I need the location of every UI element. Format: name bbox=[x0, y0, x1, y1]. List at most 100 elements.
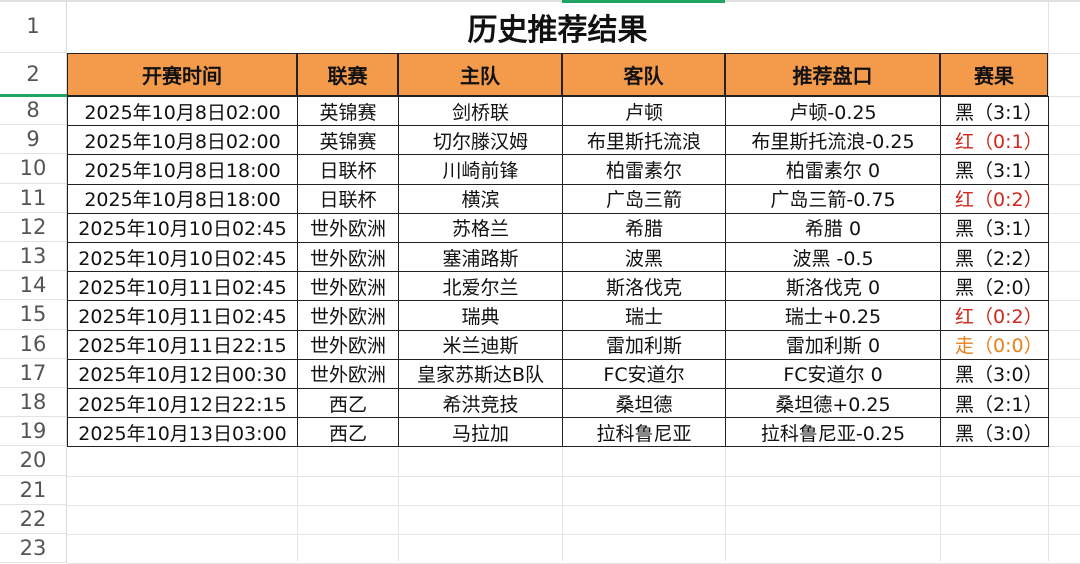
table-cell[interactable]: 黑（3:0） bbox=[940, 417, 1049, 448]
table-cell[interactable]: 桑坦德+0.25 bbox=[725, 388, 941, 419]
table-cell[interactable]: 世外欧洲 bbox=[297, 242, 399, 273]
row-header[interactable]: 13 bbox=[0, 242, 67, 272]
table-cell[interactable]: 北爱尔兰 bbox=[398, 271, 563, 302]
table-cell[interactable]: 塞浦路斯 bbox=[398, 242, 563, 273]
table-cell[interactable]: 西乙 bbox=[297, 417, 399, 448]
table-cell[interactable]: 希腊 0 bbox=[725, 212, 941, 243]
table-cell[interactable]: 黑（3:1） bbox=[940, 212, 1049, 243]
table-cell[interactable]: 斯洛伐克 bbox=[562, 271, 726, 302]
row-header[interactable]: 2 bbox=[0, 53, 67, 96]
table-cell[interactable]: 马拉加 bbox=[398, 417, 563, 448]
table-cell[interactable]: 2025年10月11日02:45 bbox=[67, 300, 298, 331]
row-header[interactable]: 19 bbox=[0, 417, 67, 447]
column-header-0[interactable]: 开赛时间 bbox=[67, 53, 297, 96]
table-cell[interactable]: 黑（2:1） bbox=[940, 388, 1049, 419]
table-cell[interactable]: 广岛三箭-0.75 bbox=[725, 183, 941, 214]
column-header-3[interactable]: 客队 bbox=[562, 53, 725, 96]
table-cell[interactable]: 瑞士+0.25 bbox=[725, 300, 941, 331]
table-cell[interactable]: 2025年10月10日02:45 bbox=[67, 242, 298, 273]
row-header[interactable]: 10 bbox=[0, 154, 67, 184]
row-header[interactable]: 22 bbox=[0, 504, 67, 534]
sheet-title: 历史推荐结果 bbox=[67, 0, 1048, 53]
table-cell[interactable]: 柏雷素尔 bbox=[562, 154, 726, 185]
row-header[interactable]: 20 bbox=[0, 446, 67, 476]
table-cell[interactable]: 英锦赛 bbox=[297, 125, 399, 156]
row-header[interactable]: 21 bbox=[0, 475, 67, 505]
table-cell[interactable]: 2025年10月8日18:00 bbox=[67, 154, 298, 185]
row-header[interactable]: 23 bbox=[0, 534, 67, 564]
row-header[interactable]: 14 bbox=[0, 271, 67, 301]
table-cell[interactable]: 皇家苏斯达B队 bbox=[398, 358, 563, 389]
table-cell[interactable]: 英锦赛 bbox=[297, 96, 399, 127]
table-cell[interactable]: 黑（3:1） bbox=[940, 96, 1049, 127]
row-header[interactable]: 17 bbox=[0, 358, 67, 388]
table-cell[interactable]: 黑（2:0） bbox=[940, 271, 1049, 302]
table-cell[interactable]: 红（0:2） bbox=[940, 183, 1049, 214]
table-cell[interactable]: 柏雷素尔 0 bbox=[725, 154, 941, 185]
column-header-4[interactable]: 推荐盘口 bbox=[725, 53, 940, 96]
table-cell[interactable]: 世外欧洲 bbox=[297, 271, 399, 302]
table-cell[interactable]: 黑（3:1） bbox=[940, 154, 1049, 185]
table-cell[interactable]: 世外欧洲 bbox=[297, 300, 399, 331]
table-cell[interactable]: 2025年10月11日22:15 bbox=[67, 329, 298, 360]
row-header[interactable]: 8 bbox=[0, 96, 67, 126]
column-header-1[interactable]: 联赛 bbox=[297, 53, 398, 96]
table-cell[interactable]: 世外欧洲 bbox=[297, 329, 399, 360]
table-cell[interactable]: 2025年10月10日02:45 bbox=[67, 212, 298, 243]
row-header[interactable]: 18 bbox=[0, 388, 67, 418]
column-header-2[interactable]: 主队 bbox=[398, 53, 562, 96]
row-header[interactable]: 11 bbox=[0, 183, 67, 213]
row-header[interactable]: 9 bbox=[0, 125, 67, 155]
table-cell[interactable]: 布里斯托流浪-0.25 bbox=[725, 125, 941, 156]
table-cell[interactable]: 2025年10月8日02:00 bbox=[67, 96, 298, 127]
table-cell[interactable]: 广岛三箭 bbox=[562, 183, 726, 214]
table-cell[interactable]: 苏格兰 bbox=[398, 212, 563, 243]
table-cell[interactable]: 红（0:1） bbox=[940, 125, 1049, 156]
row-header[interactable]: 15 bbox=[0, 300, 67, 330]
table-cell[interactable]: 2025年10月11日02:45 bbox=[67, 271, 298, 302]
table-cell[interactable]: 黑（2:2） bbox=[940, 242, 1049, 273]
table-cell[interactable]: 日联杯 bbox=[297, 154, 399, 185]
table-cell[interactable]: FC安道尔 0 bbox=[725, 358, 941, 389]
table-cell[interactable]: 2025年10月13日03:00 bbox=[67, 417, 298, 448]
table-cell[interactable]: 川崎前锋 bbox=[398, 154, 563, 185]
table-cell[interactable]: 2025年10月12日22:15 bbox=[67, 388, 298, 419]
row-gridline bbox=[67, 504, 1080, 506]
table-cell[interactable]: 瑞典 bbox=[398, 300, 563, 331]
table-cell[interactable]: FC安道尔 bbox=[562, 358, 726, 389]
table-cell[interactable]: 横滨 bbox=[398, 183, 563, 214]
table-cell[interactable]: 拉科鲁尼亚-0.25 bbox=[725, 417, 941, 448]
table-cell[interactable]: 斯洛伐克 0 bbox=[725, 271, 941, 302]
table-cell[interactable]: 黑（3:0） bbox=[940, 358, 1049, 389]
table-cell[interactable]: 剑桥联 bbox=[398, 96, 563, 127]
table-cell[interactable]: 世外欧洲 bbox=[297, 358, 399, 389]
table-cell[interactable]: 红（0:2） bbox=[940, 300, 1049, 331]
table-cell[interactable]: 希腊 bbox=[562, 212, 726, 243]
table-cell[interactable]: 2025年10月8日02:00 bbox=[67, 125, 298, 156]
table-cell[interactable]: 卢顿-0.25 bbox=[725, 96, 941, 127]
table-cell[interactable]: 希洪竞技 bbox=[398, 388, 563, 419]
table-cell[interactable]: 西乙 bbox=[297, 388, 399, 419]
table-cell[interactable]: 米兰迪斯 bbox=[398, 329, 563, 360]
row-header[interactable]: 16 bbox=[0, 329, 67, 359]
table-cell[interactable]: 波黑 bbox=[562, 242, 726, 273]
column-header-5[interactable]: 赛果 bbox=[940, 53, 1048, 96]
table-cell[interactable]: 瑞士 bbox=[562, 300, 726, 331]
column-selection-indicator bbox=[562, 0, 725, 3]
table-cell[interactable]: 布里斯托流浪 bbox=[562, 125, 726, 156]
table-cell[interactable]: 日联杯 bbox=[297, 183, 399, 214]
table-cell[interactable]: 切尔滕汉姆 bbox=[398, 125, 563, 156]
row-gridline bbox=[67, 534, 1080, 535]
table-cell[interactable]: 2025年10月8日18:00 bbox=[67, 183, 298, 214]
row-header[interactable]: 1 bbox=[0, 0, 67, 53]
table-cell[interactable]: 走（0:0） bbox=[940, 329, 1049, 360]
row-header[interactable]: 12 bbox=[0, 212, 67, 242]
table-cell[interactable]: 雷加利斯 0 bbox=[725, 329, 941, 360]
table-cell[interactable]: 雷加利斯 bbox=[562, 329, 726, 360]
table-cell[interactable]: 桑坦德 bbox=[562, 388, 726, 419]
table-cell[interactable]: 波黑 -0.5 bbox=[725, 242, 941, 273]
table-cell[interactable]: 2025年10月12日00:30 bbox=[67, 358, 298, 389]
table-cell[interactable]: 拉科鲁尼亚 bbox=[562, 417, 726, 448]
table-cell[interactable]: 卢顿 bbox=[562, 96, 726, 127]
table-cell[interactable]: 世外欧洲 bbox=[297, 212, 399, 243]
